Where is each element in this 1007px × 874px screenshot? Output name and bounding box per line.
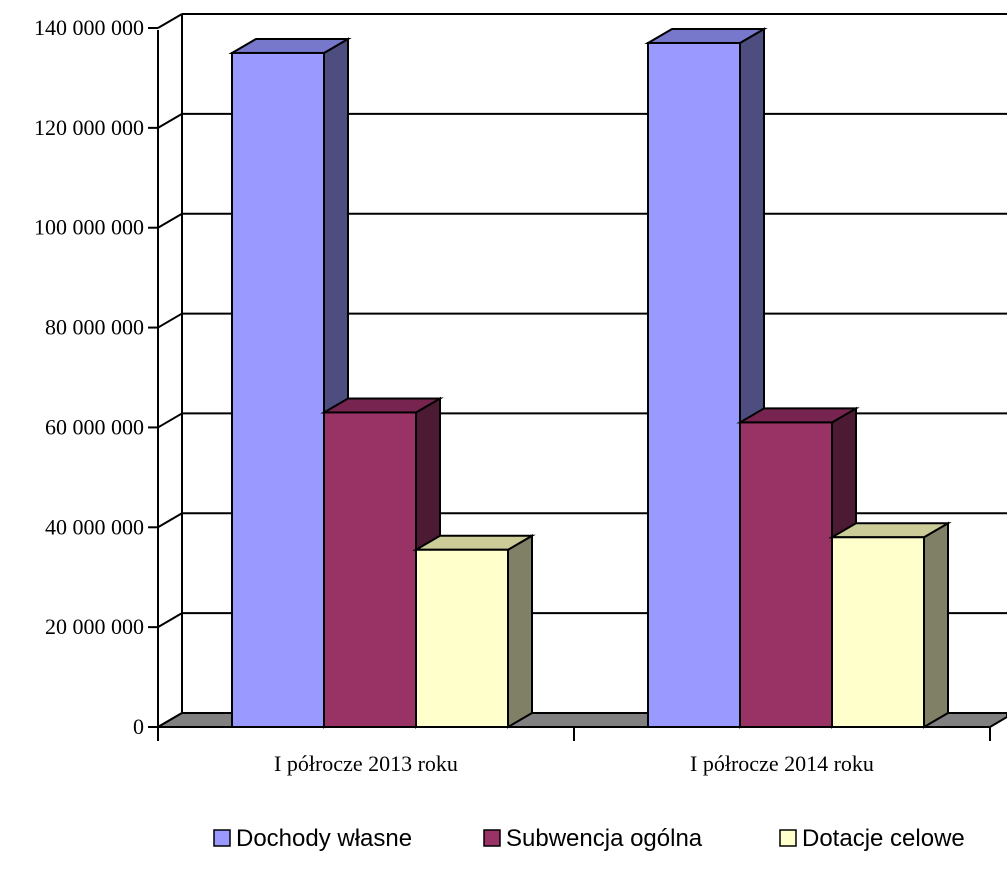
bar-front-face <box>831 536 925 728</box>
y-tick-label: 20 000 000 <box>45 614 144 639</box>
bar-front-face <box>647 41 741 728</box>
legend-swatch <box>213 829 231 847</box>
legend-label: Dochody własne <box>236 825 412 852</box>
bar-front-face <box>739 421 833 728</box>
x-category-label: I półrocze 2014 roku <box>690 751 874 776</box>
side-wall-gridline <box>157 512 183 529</box>
legend-label: Subwencja ogólna <box>506 825 703 852</box>
bar-side-face <box>923 521 949 729</box>
legend-item: Subwencja ogólna <box>483 825 703 852</box>
bar-front-face <box>323 411 417 728</box>
legend-item: Dochody własne <box>213 825 412 852</box>
bar-side-face <box>507 534 533 729</box>
legend-item: Dotacje celowe <box>779 825 965 852</box>
side-wall-gridline <box>157 212 183 229</box>
side-wall-gridline <box>157 112 183 129</box>
legend: Dochody własne Subwencja ogólna Dotacje ce… <box>213 825 965 852</box>
y-tick-label: 0 <box>133 714 144 739</box>
y-tick-label: 80 000 000 <box>45 315 144 340</box>
legend-swatch <box>483 829 501 847</box>
side-wall-gridline <box>157 612 183 629</box>
bar-front-face <box>415 548 509 729</box>
bar <box>828 521 952 729</box>
y-tick-label: 100 000 000 <box>34 215 144 240</box>
bar <box>412 534 536 729</box>
x-category-label: I półrocze 2013 roku <box>274 751 458 776</box>
y-tick-label: 140 000 000 <box>34 15 144 40</box>
legend-label: Dotacje celowe <box>802 825 965 852</box>
side-wall-gridline <box>157 412 183 429</box>
side-wall-gridline <box>157 13 183 29</box>
y-tick-label: 40 000 000 <box>45 514 144 539</box>
y-tick-label: 120 000 000 <box>34 115 144 140</box>
side-wall-gridline <box>157 312 183 329</box>
y-tick-label: 60 000 000 <box>45 414 144 439</box>
bar-front-face <box>231 51 325 728</box>
legend-swatch <box>779 829 797 847</box>
bars <box>228 27 952 729</box>
